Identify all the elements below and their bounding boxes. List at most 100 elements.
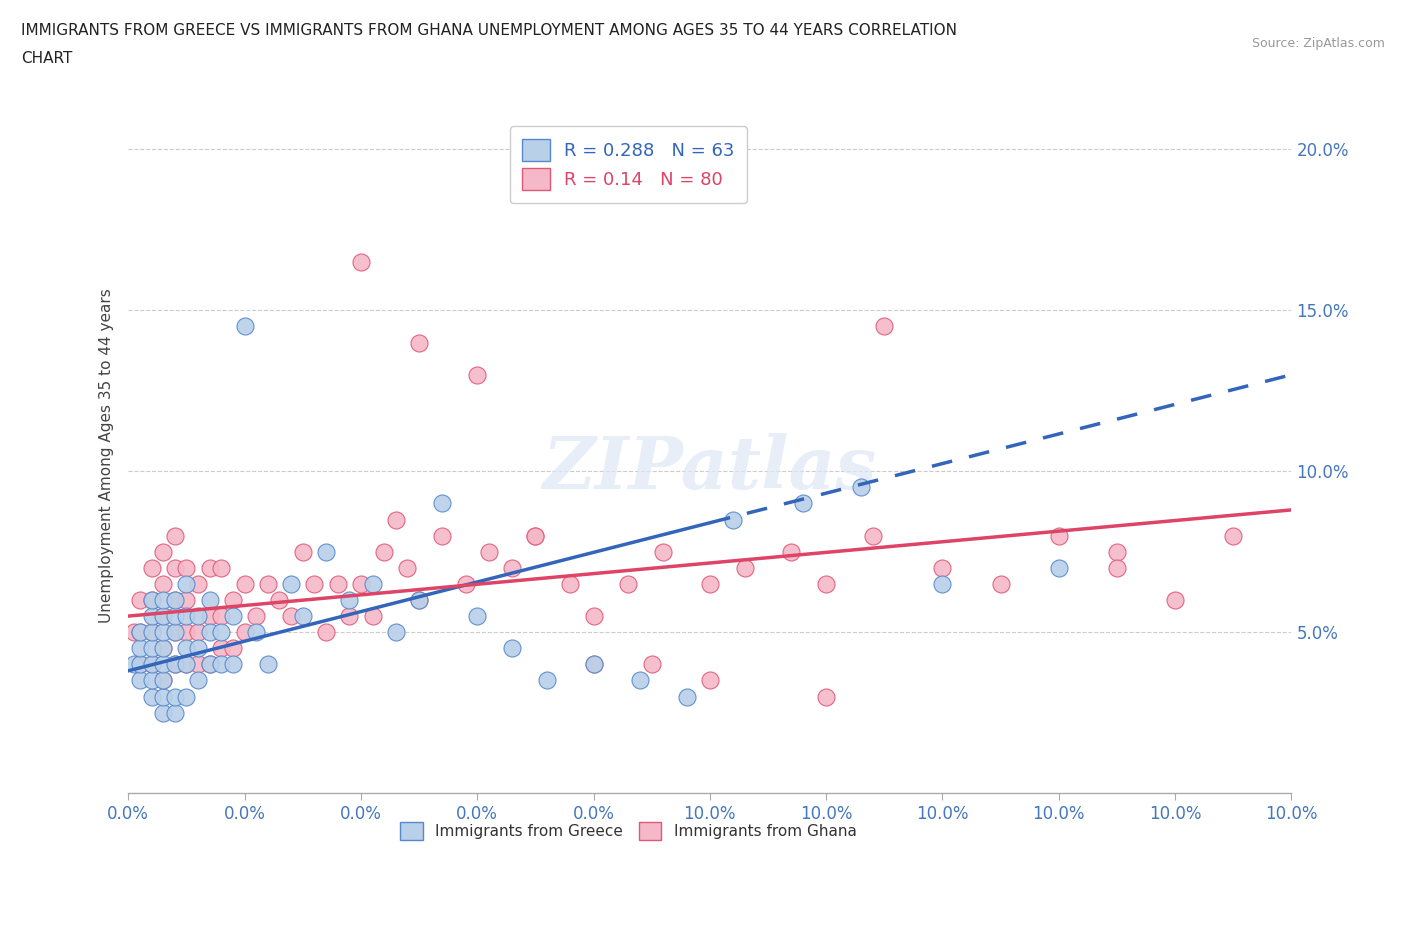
Point <box>141 561 163 576</box>
Point <box>408 335 430 350</box>
Point <box>122 625 145 640</box>
Point <box>361 608 384 623</box>
Point <box>222 657 245 671</box>
Point <box>524 528 547 543</box>
Point <box>152 592 174 607</box>
Point <box>163 528 186 543</box>
Point <box>163 592 186 607</box>
Point <box>176 561 198 576</box>
Point <box>163 657 186 671</box>
Point <box>163 561 186 576</box>
Point <box>384 512 406 527</box>
Point <box>245 625 267 640</box>
Point <box>141 657 163 671</box>
Point <box>1105 544 1128 559</box>
Point <box>291 608 314 623</box>
Point <box>315 544 337 559</box>
Point <box>141 592 163 607</box>
Point <box>256 657 278 671</box>
Point <box>582 608 605 623</box>
Point <box>396 561 419 576</box>
Point <box>176 592 198 607</box>
Text: CHART: CHART <box>21 51 73 66</box>
Point <box>269 592 291 607</box>
Point <box>233 577 256 591</box>
Point <box>408 592 430 607</box>
Point <box>780 544 803 559</box>
Point <box>152 705 174 720</box>
Point <box>128 625 150 640</box>
Point <box>163 705 186 720</box>
Point <box>641 657 664 671</box>
Point <box>1047 528 1070 543</box>
Point <box>152 673 174 688</box>
Point <box>187 625 209 640</box>
Point <box>222 641 245 656</box>
Point <box>233 319 256 334</box>
Point <box>176 625 198 640</box>
Point <box>478 544 501 559</box>
Point <box>617 577 640 591</box>
Point <box>931 561 953 576</box>
Point <box>815 689 838 704</box>
Point <box>152 577 174 591</box>
Point <box>501 641 523 656</box>
Point <box>198 625 221 640</box>
Point <box>280 577 302 591</box>
Point <box>432 528 454 543</box>
Point <box>128 592 150 607</box>
Text: Source: ZipAtlas.com: Source: ZipAtlas.com <box>1251 37 1385 50</box>
Point <box>141 625 163 640</box>
Point <box>198 592 221 607</box>
Point <box>408 592 430 607</box>
Point <box>501 561 523 576</box>
Point <box>141 608 163 623</box>
Point <box>465 367 488 382</box>
Point <box>176 657 198 671</box>
Point <box>721 512 744 527</box>
Point <box>187 641 209 656</box>
Point <box>384 625 406 640</box>
Point <box>280 608 302 623</box>
Legend: Immigrants from Greece, Immigrants from Ghana: Immigrants from Greece, Immigrants from … <box>394 816 863 846</box>
Point <box>582 657 605 671</box>
Point <box>245 608 267 623</box>
Point <box>152 689 174 704</box>
Point <box>176 657 198 671</box>
Point <box>187 673 209 688</box>
Point <box>163 625 186 640</box>
Point <box>209 657 232 671</box>
Y-axis label: Unemployment Among Ages 35 to 44 years: Unemployment Among Ages 35 to 44 years <box>100 287 114 622</box>
Point <box>628 673 651 688</box>
Point <box>152 657 174 671</box>
Point <box>326 577 349 591</box>
Point <box>432 496 454 511</box>
Point <box>699 673 721 688</box>
Point <box>209 561 232 576</box>
Point <box>152 608 174 623</box>
Point <box>337 608 360 623</box>
Point <box>1047 561 1070 576</box>
Point <box>582 657 605 671</box>
Point <box>187 577 209 591</box>
Point <box>222 608 245 623</box>
Point <box>337 592 360 607</box>
Point <box>141 689 163 704</box>
Point <box>187 608 209 623</box>
Point <box>141 641 163 656</box>
Point <box>524 528 547 543</box>
Point <box>198 561 221 576</box>
Point <box>209 641 232 656</box>
Point <box>931 577 953 591</box>
Point <box>361 577 384 591</box>
Point <box>350 255 373 270</box>
Point <box>536 673 558 688</box>
Point <box>141 592 163 607</box>
Point <box>198 657 221 671</box>
Point <box>209 625 232 640</box>
Point <box>734 561 756 576</box>
Point <box>792 496 814 511</box>
Point <box>152 673 174 688</box>
Point <box>122 657 145 671</box>
Point <box>815 577 838 591</box>
